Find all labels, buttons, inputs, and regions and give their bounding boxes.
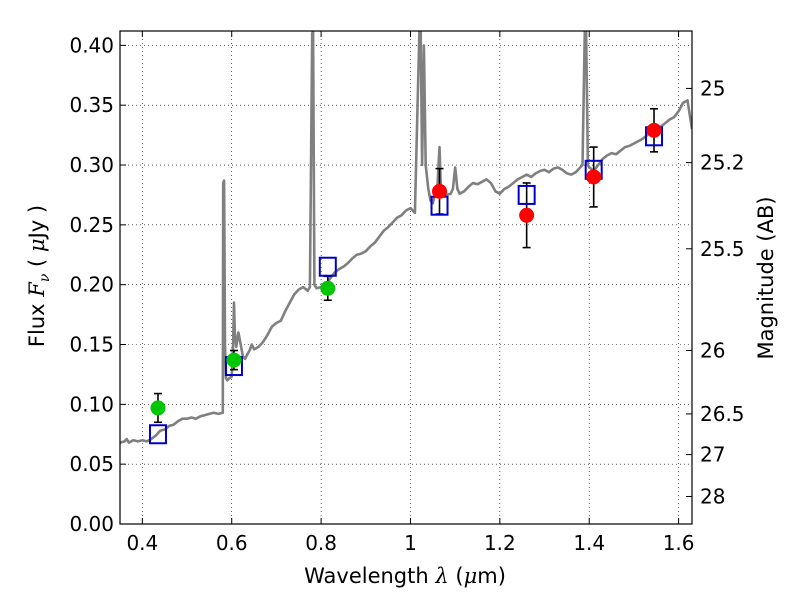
y-tick-label: 0.05 xyxy=(69,452,114,476)
y-axis-label: Flux Fν ( μJy ) xyxy=(25,205,53,347)
y-tick-label: 0.20 xyxy=(69,273,114,297)
y2-tick-label: 25.5 xyxy=(700,237,745,261)
y-tick-label: 0.15 xyxy=(69,333,114,357)
x-tick-label: 1.6 xyxy=(663,531,695,555)
y2-tick-label: 25 xyxy=(700,76,725,100)
grid-layer xyxy=(120,31,692,525)
y2-tick-label: 25.2 xyxy=(700,151,745,175)
y2-tick-label: 28 xyxy=(700,484,725,508)
y-tick-label: 0.40 xyxy=(69,33,114,57)
y-tick-label: 0.25 xyxy=(69,213,114,237)
photometry-point xyxy=(519,207,535,223)
photometry-point xyxy=(320,280,336,296)
x-tick-label: 0.4 xyxy=(126,531,158,555)
x-tick-label: 0.6 xyxy=(216,531,248,555)
photometry-point xyxy=(150,400,166,416)
ticks-layer: 0.4 0.6 0.8 1 1.2 1.4 1.6 0.00 0.05 0.10 0.15 0.20 0… xyxy=(69,31,745,555)
y2-tick-label: 26.5 xyxy=(700,402,745,426)
model-square-marker xyxy=(517,184,536,205)
y2-axis-label: Magnitude (AB) xyxy=(754,196,778,359)
series-layer xyxy=(120,31,692,445)
y2-tick-label: 27 xyxy=(700,443,725,467)
x-tick-label: 0.8 xyxy=(305,531,337,555)
x-tick-label: 1 xyxy=(404,531,417,555)
y-tick-label: 0.35 xyxy=(69,93,114,117)
plot-frame xyxy=(119,30,693,525)
x-axis-label: Wavelength λ (μm) xyxy=(304,564,506,588)
y-tick-label: 0.30 xyxy=(69,153,114,177)
model-square-marker xyxy=(318,256,337,277)
y-tick-label: 0.10 xyxy=(69,392,114,416)
y-tick-label: 0.00 xyxy=(69,512,114,536)
model-square-marker xyxy=(148,424,167,445)
y2-tick-label: 26 xyxy=(700,338,725,362)
photometry-point xyxy=(226,352,242,368)
x-tick-label: 1.4 xyxy=(573,531,605,555)
photometry-point xyxy=(586,169,602,185)
photometry-point xyxy=(432,183,448,199)
photometry-point xyxy=(646,122,662,138)
x-tick-label: 1.2 xyxy=(484,531,516,555)
spectrum-line xyxy=(120,31,692,444)
